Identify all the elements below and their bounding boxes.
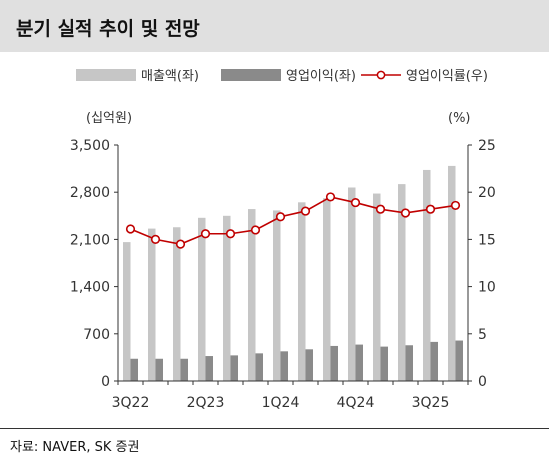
op-income-bar	[455, 340, 463, 381]
op-margin-point	[400, 208, 411, 218]
right-tick-label: 25	[478, 138, 496, 154]
x-tick-label: 4Q24	[337, 395, 375, 411]
right-tick-label: 0	[478, 374, 487, 390]
revenue-bar	[123, 242, 131, 381]
revenue-bar	[248, 209, 256, 381]
op-income-bar	[305, 349, 313, 381]
op-margin-point	[350, 197, 361, 208]
ticks-group: 0 700 1,400 2,100 2,800 3,500 0 5 10 15 20 25 3Q22 2Q…	[70, 138, 496, 411]
right-axis-unit: (%)	[448, 111, 471, 126]
op-margin-point	[325, 192, 336, 202]
revenue-bar	[148, 228, 156, 381]
op-income-bar	[380, 346, 388, 381]
title-bar: 분기 실적 추이 및 전망	[0, 0, 549, 52]
page-title: 분기 실적 추이 및 전망	[16, 18, 200, 40]
legend-label-op-margin: 영업이익률(우)	[406, 69, 488, 84]
left-tick-label: 0	[101, 374, 110, 390]
left-tick-label: 700	[83, 327, 110, 343]
legend-label-op-income: 영업이익(좌)	[286, 69, 356, 84]
x-tick-label: 3Q25	[412, 395, 450, 411]
revenue-bar	[223, 215, 231, 381]
op-income-bar	[330, 345, 338, 381]
op-margin-point	[275, 212, 286, 222]
op-margin-point	[450, 200, 461, 211]
op-income-bar	[255, 353, 263, 381]
revenue-bar	[398, 184, 406, 381]
op-income-bar	[230, 355, 238, 381]
legend-swatch-op-income	[221, 69, 281, 81]
bars-group	[123, 165, 463, 381]
left-axis-unit: (십억원)	[86, 111, 132, 126]
op-margin-point	[175, 239, 186, 249]
op-income-bar	[205, 356, 213, 381]
left-tick-label: 3,500	[70, 138, 110, 154]
op-margin-point	[250, 225, 261, 235]
op-income-bar	[155, 358, 163, 381]
source-note: 자료: NAVER, SK 증권	[10, 440, 140, 455]
op-income-bar	[405, 345, 413, 381]
revenue-bar	[423, 169, 431, 381]
right-tick-label: 15	[478, 232, 496, 248]
revenue-bar	[348, 187, 356, 381]
x-tick-label: 1Q24	[262, 395, 300, 411]
left-tick-label: 2,100	[70, 232, 110, 248]
margin-line-group	[125, 192, 461, 249]
revenue-bar	[448, 165, 456, 381]
x-tick-label: 2Q23	[187, 395, 225, 411]
op-margin-point	[425, 204, 436, 214]
left-tick-label: 1,400	[70, 280, 110, 296]
revenue-bar	[173, 227, 181, 381]
axes-group	[117, 145, 469, 382]
legend: 매출액(좌) 영업이익(좌) 영업이익률(우)	[76, 69, 488, 84]
op-income-bar	[180, 358, 188, 381]
op-margin-point	[125, 224, 136, 234]
revenue-bar	[373, 193, 381, 381]
op-income-bar	[355, 344, 363, 381]
op-income-bar	[130, 358, 138, 381]
op-income-bar	[430, 341, 438, 381]
op-income-bar	[280, 351, 288, 381]
x-tick-label: 3Q22	[112, 395, 150, 411]
right-tick-label: 20	[478, 185, 496, 201]
op-margin-point	[375, 204, 386, 214]
revenue-bar	[298, 202, 306, 381]
revenue-bar	[198, 217, 206, 381]
op-margin-point	[200, 229, 211, 239]
op-margin-point	[300, 206, 311, 216]
footer-divider	[0, 428, 549, 429]
legend-swatch-revenue	[76, 69, 136, 81]
op-margin-point	[150, 234, 161, 244]
right-tick-label: 5	[478, 327, 487, 343]
quarterly-performance-chart: 매출액(좌) 영업이익(좌) 영업이익률(우) (십억원) (%) 0 700 1,…	[70, 69, 496, 411]
revenue-bar	[323, 198, 331, 381]
legend-marker-op-margin	[376, 70, 386, 80]
right-tick-label: 10	[478, 280, 496, 296]
revenue-bar	[273, 210, 281, 381]
left-tick-label: 2,800	[70, 185, 110, 201]
op-margin-point	[225, 229, 236, 239]
legend-label-revenue: 매출액(좌)	[141, 69, 199, 84]
